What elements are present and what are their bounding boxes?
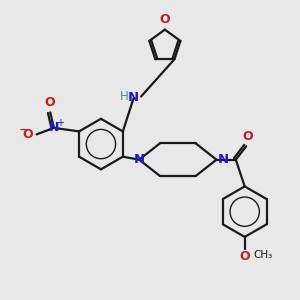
- Text: O: O: [242, 130, 253, 143]
- Text: N: N: [128, 92, 139, 104]
- Text: O: O: [160, 13, 170, 26]
- Text: O: O: [239, 250, 250, 263]
- Text: CH₃: CH₃: [253, 250, 272, 260]
- Text: N: N: [49, 122, 59, 134]
- Text: O: O: [22, 128, 33, 142]
- Text: O: O: [44, 95, 55, 109]
- Text: H: H: [120, 90, 128, 103]
- Text: +: +: [56, 118, 64, 128]
- Text: N: N: [134, 153, 145, 166]
- Text: −: −: [19, 123, 29, 136]
- Text: N: N: [218, 153, 229, 166]
